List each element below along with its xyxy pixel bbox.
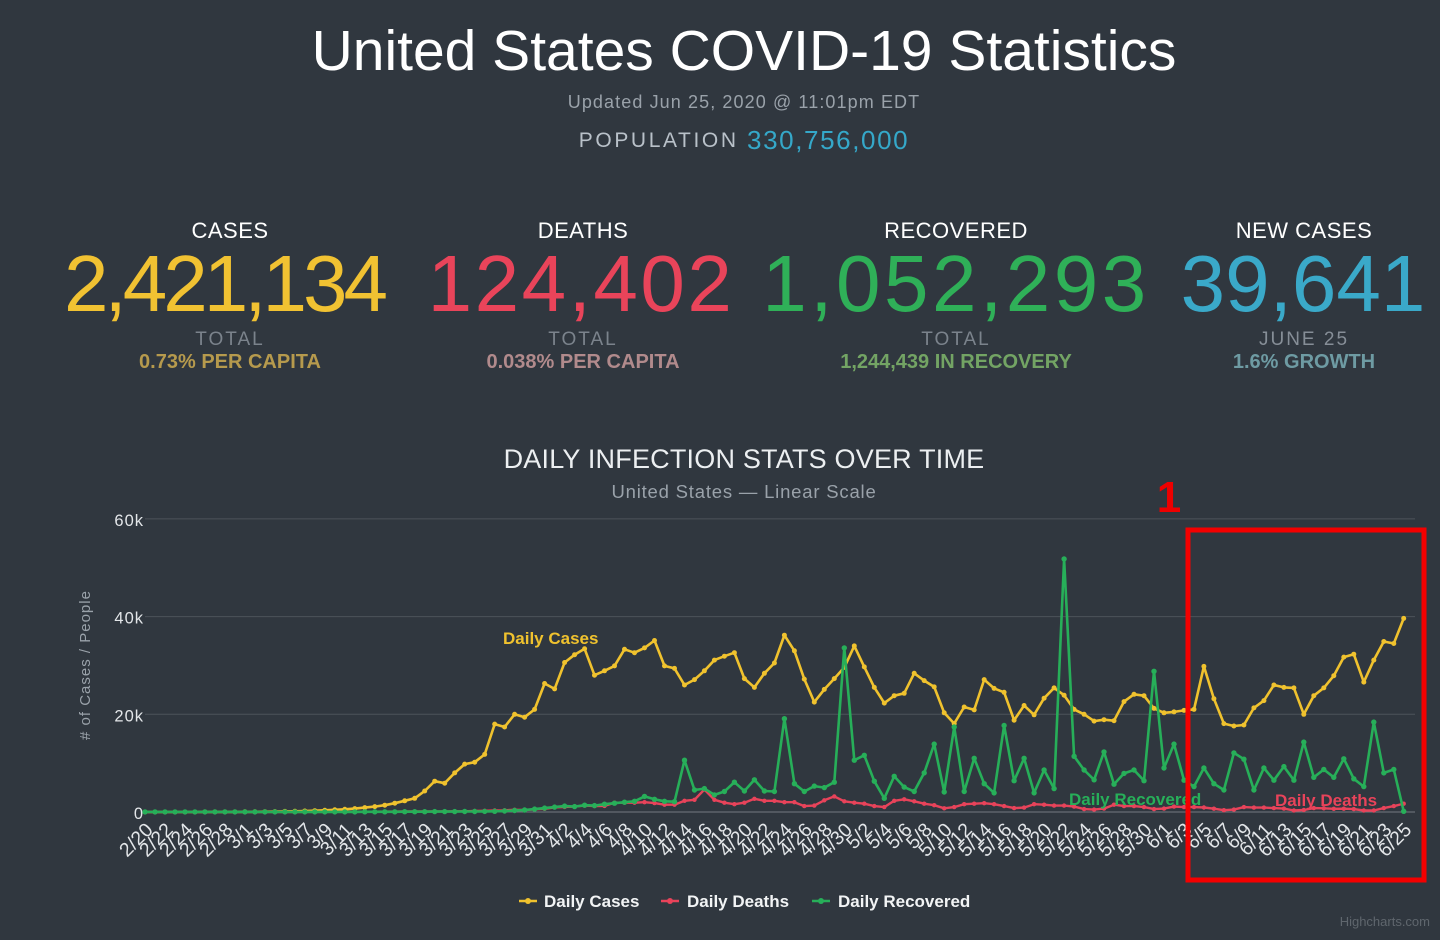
svg-text:20k: 20k [114,707,144,725]
svg-text:1: 1 [1157,473,1181,522]
svg-text:Daily Recovered: Daily Recovered [1069,790,1201,809]
svg-text:Highcharts.com: Highcharts.com [1340,914,1430,929]
svg-text:# of Cases / People: # of Cases / People [77,590,94,740]
svg-text:Daily Recovered: Daily Recovered [838,892,970,911]
svg-text:Daily Deaths: Daily Deaths [1275,791,1377,810]
svg-text:0: 0 [134,805,144,823]
svg-text:60k: 60k [114,512,144,530]
svg-text:Daily Cases: Daily Cases [544,892,639,911]
svg-text:Daily Cases: Daily Cases [503,629,598,648]
svg-text:Daily Deaths: Daily Deaths [687,892,789,911]
svg-text:40k: 40k [114,610,144,628]
